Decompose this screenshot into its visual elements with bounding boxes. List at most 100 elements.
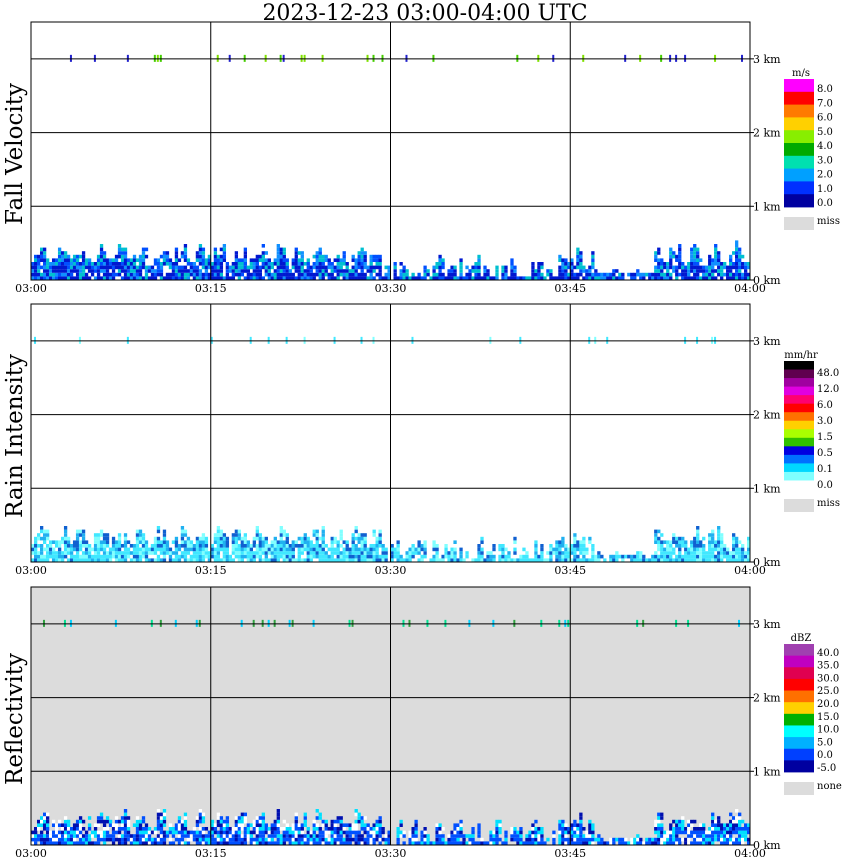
field-cell	[177, 830, 182, 835]
field-cell	[741, 254, 745, 259]
field-cell	[726, 265, 730, 270]
field-cell	[255, 265, 259, 270]
field-cell	[414, 547, 418, 552]
field-cell	[75, 827, 80, 831]
field-cell	[123, 254, 128, 259]
field-cell	[324, 823, 328, 827]
field-cell	[675, 819, 679, 824]
field-cell	[477, 823, 481, 827]
field-cell	[291, 558, 295, 562]
field-cell	[474, 269, 478, 273]
field-cell	[399, 554, 403, 559]
field-cell	[738, 247, 742, 252]
field-cell	[669, 265, 673, 270]
field-cell	[378, 837, 382, 842]
field-cell	[726, 837, 730, 842]
field-cell	[330, 837, 334, 842]
field-cell	[129, 272, 134, 277]
field-cell	[336, 837, 340, 842]
field-cell	[81, 819, 86, 824]
field-cell	[486, 841, 490, 845]
field-cell	[693, 265, 697, 270]
field-cell	[381, 827, 385, 831]
field-cell	[201, 837, 206, 842]
field-cell	[702, 265, 706, 270]
field-cell	[711, 830, 715, 835]
field-cell	[498, 837, 502, 842]
field-cell	[63, 544, 68, 548]
field-cell	[618, 837, 622, 842]
field-cell	[624, 841, 628, 845]
field-cell	[243, 262, 247, 266]
field-cell	[516, 841, 520, 845]
field-cell	[579, 551, 583, 555]
field-cell	[252, 544, 256, 548]
field-cell	[396, 554, 400, 559]
field-cell	[549, 272, 553, 277]
field-cell	[102, 837, 107, 842]
field-cell	[378, 276, 382, 280]
field-cell	[639, 272, 643, 277]
field-cell	[381, 551, 385, 555]
field-cell	[222, 819, 227, 824]
field-cell	[630, 276, 634, 280]
field-cell	[378, 830, 382, 835]
field-cell	[126, 827, 131, 831]
field-cell	[135, 540, 140, 544]
field-cell	[66, 536, 71, 541]
field-cell	[672, 827, 676, 831]
field-cell	[690, 551, 694, 555]
field-cell	[141, 540, 146, 544]
field-cell	[288, 547, 292, 552]
field-cell	[234, 536, 239, 541]
field-cell	[315, 533, 319, 537]
field-cell	[699, 830, 703, 835]
field-cell	[237, 258, 242, 262]
field-cell	[486, 554, 490, 559]
field-cell	[204, 554, 209, 559]
field-cell	[660, 834, 664, 838]
field-cell	[672, 251, 676, 255]
field-cell	[222, 558, 227, 562]
field-cell	[435, 276, 439, 280]
field-cell	[90, 830, 95, 835]
field-cell	[354, 830, 358, 835]
field-cell	[78, 254, 83, 259]
field-cell	[705, 554, 709, 559]
field-cell	[63, 533, 68, 537]
field-cell	[171, 551, 176, 555]
field-cell	[135, 269, 140, 273]
field-cell	[666, 834, 670, 838]
legend-level: 3.0	[817, 155, 833, 166]
field-cell	[117, 247, 122, 252]
field-cell	[453, 558, 457, 562]
field-cell	[399, 823, 403, 827]
field-cell	[483, 558, 487, 562]
field-cell	[741, 262, 745, 266]
field-cell	[162, 254, 167, 259]
field-cell	[249, 544, 253, 548]
field-cell	[102, 827, 107, 831]
field-cell	[717, 536, 721, 541]
field-cell	[345, 830, 349, 835]
field-cell	[579, 834, 583, 838]
field-cell	[537, 834, 541, 838]
field-cell	[210, 841, 215, 845]
field-cell	[315, 823, 319, 827]
field-cell	[378, 841, 382, 845]
field-cell	[642, 272, 646, 277]
field-cell	[372, 265, 376, 270]
field-cell	[165, 262, 170, 266]
field-cell	[201, 554, 206, 559]
field-cell	[438, 837, 442, 842]
field-cell	[438, 841, 442, 845]
field-cell	[102, 823, 107, 827]
field-cell	[276, 551, 280, 555]
field-cell	[246, 837, 250, 842]
field-cell	[198, 269, 203, 273]
field-cell	[201, 547, 206, 552]
field-cell	[31, 830, 35, 835]
field-cell	[402, 830, 406, 835]
field-cell	[303, 812, 307, 817]
field-cell	[171, 272, 176, 277]
